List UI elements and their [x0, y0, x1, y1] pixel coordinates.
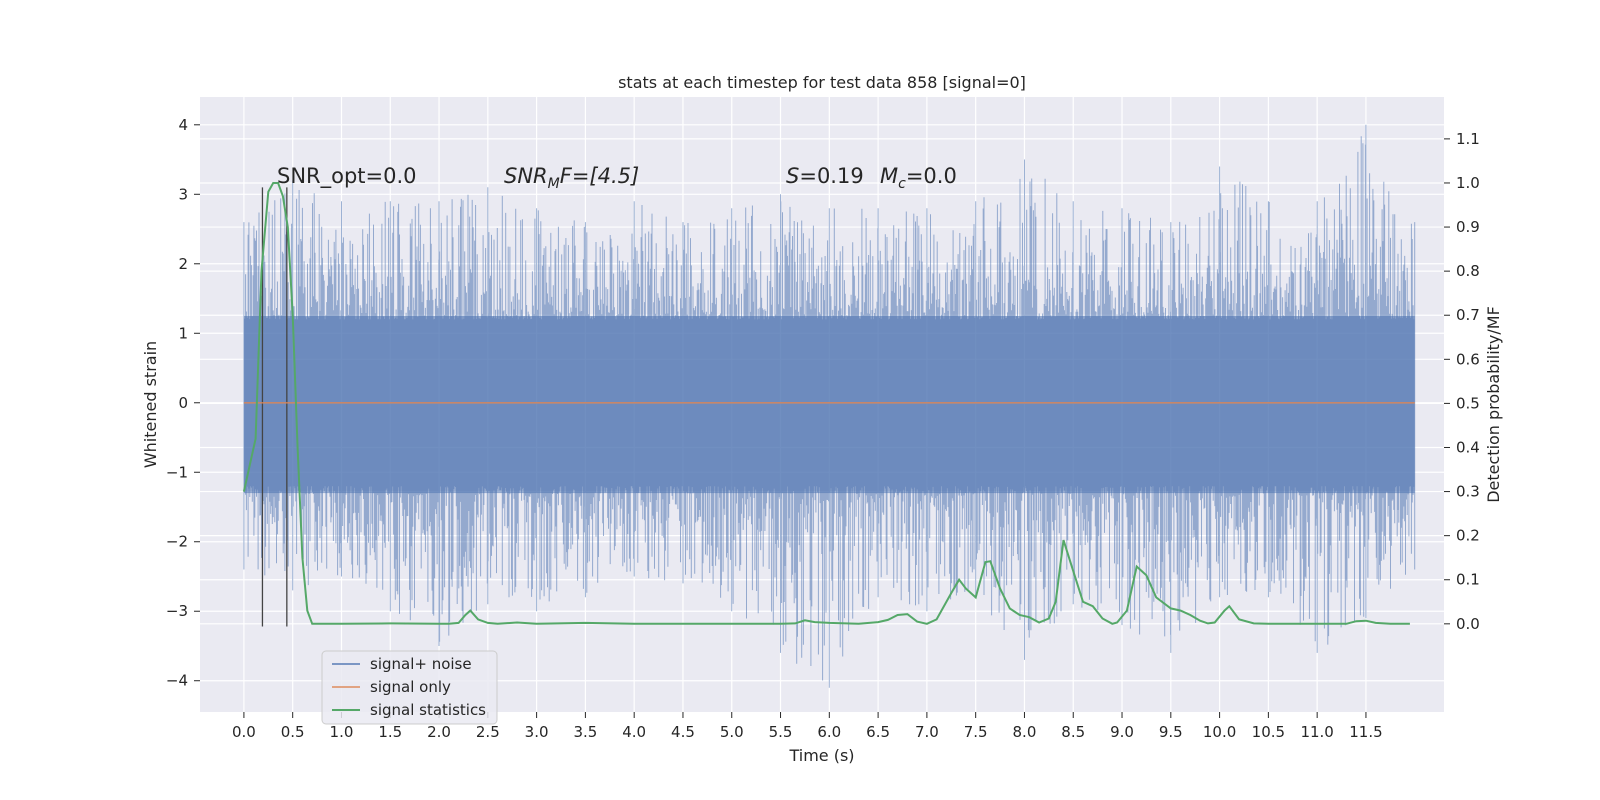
y-right-tick-label: 0.8	[1456, 262, 1480, 280]
x-tick-label: 11.0	[1300, 723, 1333, 741]
legend-label: signal+ noise	[370, 655, 472, 673]
x-tick-label: 2.0	[427, 723, 451, 741]
mc-rest: =0.0	[906, 164, 957, 188]
y-tick-label: −3	[166, 602, 188, 620]
legend-label: signal only	[370, 678, 451, 696]
y-tick-label: 0	[178, 394, 188, 412]
legend: signal+ noise signal only signal statistic…	[321, 650, 498, 725]
y-tick-label: −2	[166, 533, 188, 551]
snr-mf-annotation: SNRMF=[4.5]	[504, 164, 639, 192]
x-tick-label: 6.5	[866, 723, 890, 741]
data-layer	[242, 124, 1416, 688]
x-tick-label: 3.5	[573, 723, 597, 741]
x-axis-label: Time (s)	[788, 746, 854, 765]
y-axis-label-right: Detection probability/MF	[1484, 306, 1503, 503]
series-signal-statistics	[242, 182, 1410, 625]
y-right-tick-label: 0.2	[1456, 527, 1480, 545]
x-tick-label: 10.0	[1203, 723, 1236, 741]
y-right-tick-label: 1.1	[1456, 130, 1480, 148]
mc-annotation: Mc=0.0	[880, 164, 957, 192]
x-tick-label: 0.0	[232, 723, 256, 741]
mc-sub: c	[898, 176, 906, 192]
s-annotation: S=0.19	[786, 164, 864, 188]
y-right-tick-label: 0.5	[1456, 394, 1480, 412]
x-tick-label: 9.0	[1110, 723, 1134, 741]
x-tick-label: 8.0	[1013, 723, 1037, 741]
y-right-tick-label: 0.9	[1456, 218, 1480, 236]
snr-mf-rest-f: F=[4.5]	[560, 164, 639, 188]
x-tick-label: 8.5	[1061, 723, 1085, 741]
series-signal-noise	[243, 124, 1416, 688]
y-tick-label: 4	[178, 116, 188, 134]
s-rest: =0.19	[799, 164, 863, 188]
snr-mf-main: SNR	[504, 164, 548, 188]
x-tick-label: 3.0	[525, 723, 549, 741]
x-tick-label: 11.5	[1349, 723, 1382, 741]
legend-box	[321, 650, 498, 725]
x-tick-label: 9.5	[1159, 723, 1183, 741]
x-tick-label: 7.0	[915, 723, 939, 741]
x-tick-label: 5.5	[769, 723, 793, 741]
y-tick-label: 2	[178, 255, 188, 273]
y-tick-label: 1	[178, 324, 188, 342]
x-tick-label: 7.5	[964, 723, 988, 741]
x-tick-label: 1.0	[330, 723, 354, 741]
y-right-tick-label: 0.7	[1456, 306, 1480, 324]
y-tick-label: 3	[178, 185, 188, 203]
snr-mf-sub: M	[548, 176, 560, 192]
mc-main: M	[880, 164, 898, 188]
snr-opt-annotation: SNR_opt=0.0	[277, 164, 417, 189]
legend-label: signal statistics	[370, 701, 486, 719]
x-tick-label: 6.0	[817, 723, 841, 741]
y-right-tick-label: 0.0	[1456, 615, 1480, 633]
x-tick-label: 5.0	[720, 723, 744, 741]
x-tick-label: 4.5	[671, 723, 695, 741]
y-right-tick-label: 1.0	[1456, 174, 1480, 192]
x-tick-label: 0.5	[281, 723, 305, 741]
s-main: S	[786, 164, 799, 188]
y-right-tick-label: 0.1	[1456, 571, 1480, 589]
y-right-tick-label: 0.6	[1456, 350, 1480, 368]
x-tick-label: 4.0	[622, 723, 646, 741]
y-tick-label: −4	[166, 672, 188, 690]
x-tick-label: 2.5	[476, 723, 500, 741]
y-right-tick-label: 0.3	[1456, 483, 1480, 501]
annotations: SNR_opt=0.0 SNRMF=[4.5] S=0.19 Mc=0.0	[277, 164, 957, 192]
y-axis-label: Whitened strain	[141, 341, 160, 468]
x-tick-label: 10.5	[1252, 723, 1285, 741]
y-tick-label: −1	[166, 463, 188, 481]
axes: 0.0 0.5 1.0 1.5 2.0 2.5 3.0 3.5 4.0 4.5 5.0 5.5 6.0 6…	[166, 116, 1480, 741]
y-right-tick-label: 0.4	[1456, 438, 1480, 456]
chart-title: stats at each timestep for test data 858…	[618, 73, 1026, 92]
x-tick-label: 1.5	[378, 723, 402, 741]
